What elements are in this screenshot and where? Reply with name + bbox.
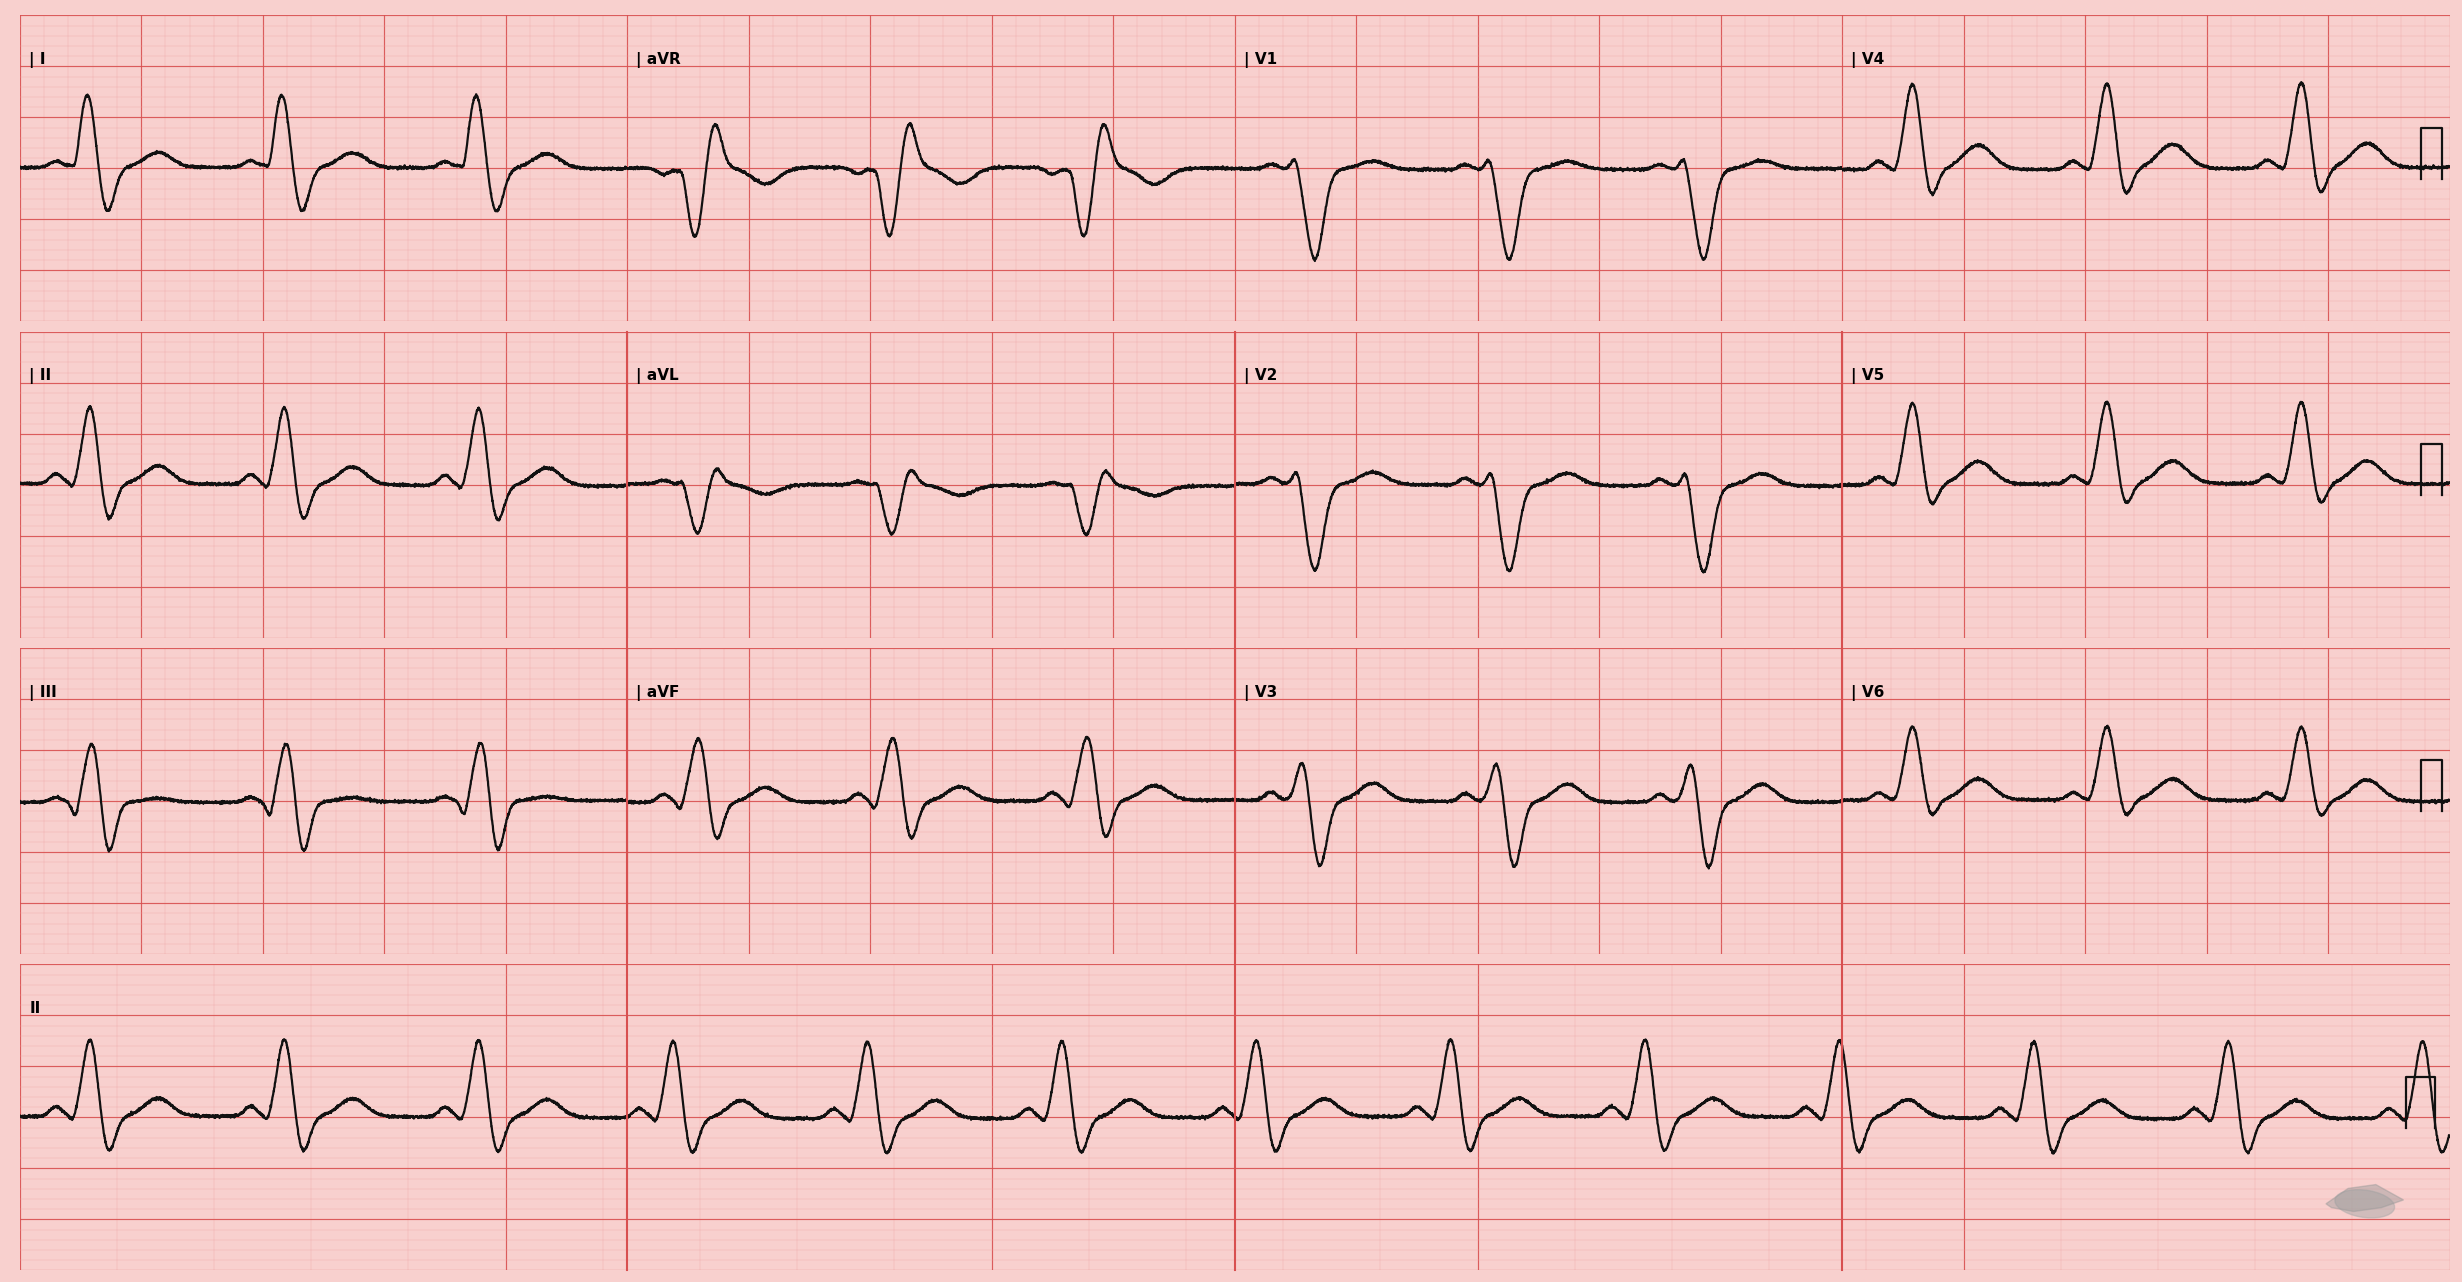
Text: | V5: | V5 xyxy=(1851,368,1883,385)
Text: | aVR: | aVR xyxy=(635,53,682,68)
Text: | V1: | V1 xyxy=(1243,53,1278,68)
Text: | aVF: | aVF xyxy=(635,685,680,701)
Text: | V3: | V3 xyxy=(1243,685,1278,701)
Text: | aVL: | aVL xyxy=(635,368,680,385)
Text: II: II xyxy=(30,1001,42,1017)
Polygon shape xyxy=(2327,1185,2403,1211)
Text: | V4: | V4 xyxy=(1851,53,1883,68)
Text: | III: | III xyxy=(30,685,57,701)
Ellipse shape xyxy=(2334,1190,2396,1218)
Text: | V2: | V2 xyxy=(1243,368,1278,385)
Text: | I: | I xyxy=(30,53,44,68)
Text: | II: | II xyxy=(30,368,52,385)
Text: | V6: | V6 xyxy=(1851,685,1886,701)
